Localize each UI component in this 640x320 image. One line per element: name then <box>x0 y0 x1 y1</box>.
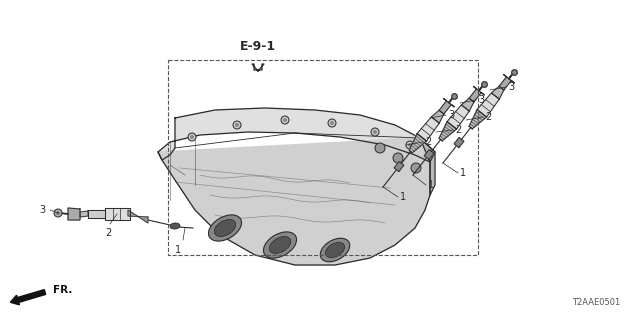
Text: 3: 3 <box>508 82 514 92</box>
Circle shape <box>328 119 336 127</box>
Text: 1: 1 <box>175 245 181 255</box>
Polygon shape <box>431 110 444 123</box>
Ellipse shape <box>264 232 296 258</box>
Polygon shape <box>469 110 486 129</box>
FancyArrow shape <box>10 290 45 305</box>
Polygon shape <box>417 117 439 141</box>
Ellipse shape <box>325 242 344 258</box>
Polygon shape <box>105 208 130 220</box>
Circle shape <box>371 128 379 136</box>
Polygon shape <box>158 138 430 265</box>
Text: 1: 1 <box>428 180 434 190</box>
Polygon shape <box>477 93 499 117</box>
Text: 3: 3 <box>39 205 45 215</box>
Ellipse shape <box>269 236 291 253</box>
Polygon shape <box>68 208 80 220</box>
Polygon shape <box>252 64 264 71</box>
Bar <box>168 60 478 255</box>
Polygon shape <box>80 211 88 217</box>
Text: T2AAE0501: T2AAE0501 <box>572 298 620 307</box>
Text: 2: 2 <box>105 228 111 238</box>
Text: E-9-1: E-9-1 <box>240 40 276 53</box>
Polygon shape <box>492 86 504 99</box>
Polygon shape <box>439 98 454 114</box>
Circle shape <box>190 135 194 139</box>
Ellipse shape <box>320 238 349 262</box>
Polygon shape <box>394 162 404 172</box>
Text: 3: 3 <box>448 110 454 120</box>
Circle shape <box>56 212 60 214</box>
Ellipse shape <box>170 223 180 229</box>
Polygon shape <box>454 138 464 148</box>
Text: 1: 1 <box>460 168 466 178</box>
Circle shape <box>406 141 414 149</box>
Circle shape <box>393 153 403 163</box>
Polygon shape <box>499 74 515 90</box>
Text: 2: 2 <box>425 137 431 147</box>
Polygon shape <box>88 210 105 218</box>
Polygon shape <box>424 149 434 159</box>
Circle shape <box>54 209 62 217</box>
Polygon shape <box>158 108 435 162</box>
Circle shape <box>373 130 377 134</box>
Circle shape <box>375 143 385 153</box>
Polygon shape <box>439 122 456 141</box>
Ellipse shape <box>209 215 241 241</box>
Circle shape <box>411 163 421 173</box>
Circle shape <box>281 116 289 124</box>
Circle shape <box>330 121 334 125</box>
Polygon shape <box>461 98 474 111</box>
Polygon shape <box>420 138 435 195</box>
Text: 2: 2 <box>455 125 461 135</box>
Polygon shape <box>128 210 148 223</box>
Ellipse shape <box>214 220 236 236</box>
Text: 3: 3 <box>478 95 484 105</box>
Circle shape <box>188 133 196 141</box>
Text: FR.: FR. <box>53 285 72 295</box>
Polygon shape <box>469 86 484 102</box>
Text: 2: 2 <box>485 112 492 122</box>
Circle shape <box>233 121 241 129</box>
Polygon shape <box>447 105 469 129</box>
Polygon shape <box>409 134 426 153</box>
Circle shape <box>235 123 239 127</box>
Circle shape <box>283 118 287 122</box>
Text: 1: 1 <box>400 192 406 202</box>
Circle shape <box>408 143 412 147</box>
